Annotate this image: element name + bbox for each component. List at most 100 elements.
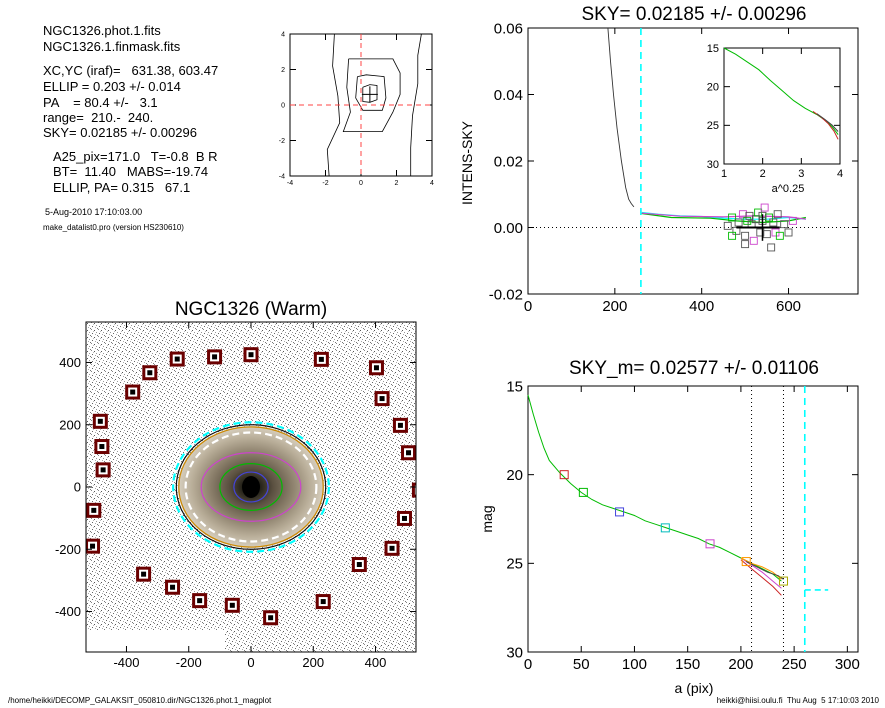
mag-marker (559, 470, 569, 480)
residual-series (641, 212, 807, 224)
magprofile-xtick-label: 200 (728, 656, 753, 673)
centroid-ytick-label: -4 (279, 173, 285, 180)
inset-ytick-label: 15 (707, 43, 719, 55)
magprofile-xtick-label: 0 (524, 656, 532, 673)
galaxy-panel: NGC1326 (Warm) -400 -200 0 200 400 -400 -200 0 2… (55, 299, 422, 670)
footer-path: /home/heikki/DECOMP_GALAKSIT_050810.dir/… (8, 696, 272, 705)
sky-box-point (734, 218, 743, 227)
galaxy-ytick-label: 200 (59, 417, 81, 432)
sky-box-point (765, 213, 773, 222)
sky-region-center (379, 396, 385, 402)
inset-xtick-label: 1 (721, 168, 727, 180)
centroid-ytick-label: -2 (279, 138, 285, 145)
sky-region-center (91, 507, 97, 513)
isophote-ellipse (219, 463, 283, 511)
galaxy-xtick-label: 200 (302, 655, 324, 670)
galaxy-nucleus (242, 476, 260, 498)
centroid-xtick-label: 2 (395, 180, 399, 187)
sky-region-center (170, 584, 176, 590)
sky-box-point (728, 213, 737, 222)
sky-region-center (401, 515, 407, 521)
fits-filename: NGC1326.phot.1.fits (43, 23, 161, 38)
sky-box-point (788, 216, 797, 225)
sky-region-center (417, 488, 422, 493)
sky-box-point (728, 231, 737, 240)
sky-region-center (389, 545, 395, 551)
mask-filename: NGC1326.1.finmask.fits (43, 39, 181, 54)
sky-region-center (130, 389, 136, 395)
galaxy-ytick-label: 400 (59, 355, 81, 370)
inset-curve (816, 113, 839, 132)
galaxy-xtick-label: 0 (247, 655, 254, 670)
sky-region-center (397, 422, 403, 428)
sky-box-point (773, 210, 782, 219)
galaxy-xtick-label: 400 (365, 655, 387, 670)
centroid-ytick-label: 0 (281, 102, 285, 109)
centroid-xtick-label: 4 (430, 180, 434, 187)
intensity-ytick-label: 0.00 (494, 220, 523, 237)
isophote-ellipse (200, 452, 302, 522)
galaxy-ytick-label: -400 (55, 604, 81, 619)
sky-region-center (268, 615, 274, 621)
sky-box-point (760, 203, 769, 212)
contour-line (326, 33, 422, 177)
inset-ytick-label: 25 (707, 120, 719, 132)
sky-region-center (90, 543, 96, 549)
position-angle: PA = 80.4 +/- 3.1 (43, 95, 158, 110)
footer-host: heikki@hiisi.oulu.fi Thu Aug 5 17:10:03 … (716, 696, 879, 705)
sky-region-center (141, 571, 147, 577)
magprofile-xlabel: a (pix) (675, 680, 714, 696)
sky-region-center (212, 354, 218, 360)
sky-region-center (248, 352, 254, 358)
inset-xlabel: a^0.25 (772, 183, 805, 195)
inset-ytick-label: 30 (707, 159, 719, 171)
sky-box-point (749, 236, 758, 245)
magprofile-ytick-label: 30 (506, 644, 523, 661)
sky-region-center (97, 418, 103, 424)
mag-marker (741, 557, 751, 567)
sky-region-center (320, 599, 326, 605)
magprofile-xtick-label: 50 (573, 656, 590, 673)
centroid-ytick-label: 4 (281, 31, 285, 38)
isophote-ellipse (184, 431, 318, 543)
program-version: make_datalist0.pro (version HS230610) (43, 223, 184, 232)
centroid-xtick-label: 0 (359, 180, 363, 187)
fit-range: range= 210.- 240. (43, 110, 154, 125)
sky-box-point (775, 231, 784, 240)
magprofile-panel: SKY_m= 0.02577 +/- 0.01106 mag a (pix) 0… (479, 358, 860, 696)
inset-xtick-label: 4 (837, 168, 843, 180)
magprofile-xtick-label: 150 (675, 656, 700, 673)
sky-region-center (147, 370, 153, 376)
contour-line (355, 74, 387, 111)
mag-marker (660, 523, 670, 533)
sky-box-point (780, 220, 789, 229)
sky-box-point (723, 221, 732, 230)
isophote-ellipse (178, 426, 324, 548)
sky-region-center (174, 356, 180, 362)
contour-line (362, 84, 378, 103)
magprofile-xtick-label: 100 (622, 656, 647, 673)
inset-frame (723, 47, 841, 165)
sky-box-point (769, 218, 778, 227)
sky-region-center (100, 467, 106, 473)
sky-box-point (784, 228, 793, 237)
intensity-xtick-label: 400 (689, 298, 714, 315)
mag-curve (527, 394, 782, 582)
isophote-ellipse (172, 421, 330, 553)
intensity-ytick-label: -0.02 (489, 286, 523, 303)
intensity-xtick-label: 600 (776, 298, 801, 315)
isophote-ellipse (233, 471, 269, 503)
galaxy-title: NGC1326 (Warm) (175, 299, 327, 320)
inset-ytick-label: 20 (707, 82, 719, 94)
centroid-xtick-label: -4 (287, 180, 293, 187)
intensity-panel: SKY= 0.02185 +/- 0.00296 INTENS-SKY 0 200… (459, 4, 859, 315)
sky-region-center (406, 450, 412, 456)
sky-box-point (762, 230, 771, 239)
centroid-xtick-label: -2 (322, 180, 328, 187)
intensity-ytick-label: 0.02 (494, 153, 523, 170)
magprofile-title: SKY_m= 0.02577 +/- 0.01106 (569, 358, 819, 379)
inset-xtick-label: 2 (760, 168, 766, 180)
inset-xtick-label: 3 (798, 168, 804, 180)
magnitude-info: BT= 11.40 MABS=-19.74 (53, 164, 209, 179)
